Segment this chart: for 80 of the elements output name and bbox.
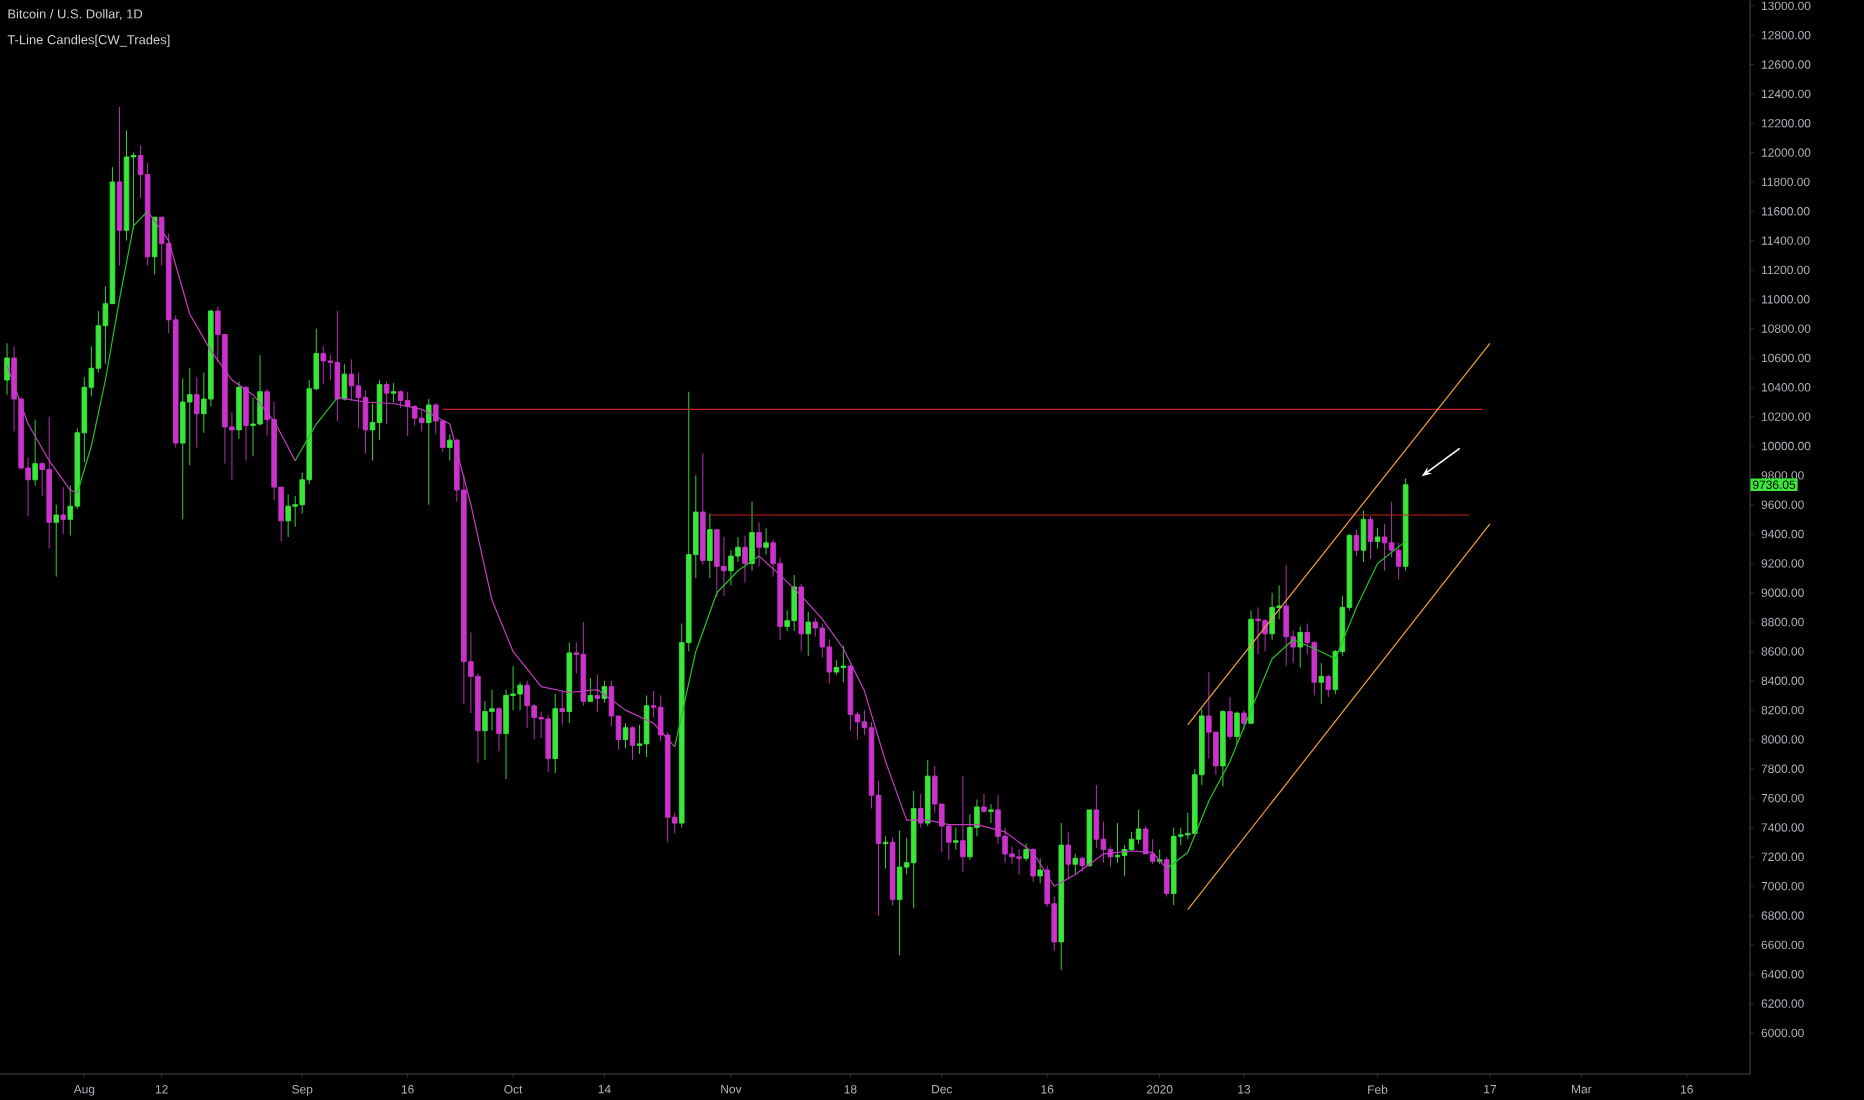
candlestick — [1353, 529, 1360, 557]
candlestick — [1297, 626, 1303, 669]
candlestick — [840, 645, 847, 683]
candlestick — [960, 775, 966, 872]
candlestick — [1156, 849, 1163, 865]
candlestick — [1079, 856, 1086, 872]
candlestick — [594, 674, 601, 713]
candlestick — [1227, 696, 1233, 740]
candlestick — [889, 837, 896, 906]
candlestick — [447, 433, 453, 462]
candlestick — [988, 803, 994, 824]
candlestick — [1374, 527, 1381, 550]
candlestick — [285, 494, 291, 538]
candlestick — [721, 536, 727, 597]
candlestick — [1255, 606, 1261, 655]
candlestick — [404, 391, 411, 437]
candlestick — [552, 693, 558, 774]
candlestick — [243, 385, 249, 462]
candlestick — [763, 527, 769, 556]
candlestick — [791, 574, 797, 632]
candlestick — [1065, 831, 1072, 880]
candlestick — [707, 513, 713, 579]
candlestick — [4, 342, 10, 396]
candlestick — [341, 363, 348, 401]
candlestick — [882, 835, 889, 870]
candlestick — [805, 611, 812, 657]
candlestick — [1248, 609, 1254, 724]
candlestick — [1135, 809, 1142, 845]
candlestick — [46, 416, 52, 550]
candlestick — [1016, 849, 1022, 875]
candlestick — [418, 408, 425, 432]
candlestick — [1367, 516, 1374, 560]
candlestick — [917, 793, 924, 828]
candlestick — [756, 521, 762, 567]
candlestick — [496, 706, 502, 752]
candlestick — [981, 793, 987, 814]
candlestick — [910, 790, 917, 909]
candlestick — [1058, 822, 1065, 971]
candlestick — [236, 381, 242, 440]
candlestick — [390, 382, 397, 403]
candlestick — [622, 722, 629, 749]
candlestick — [425, 398, 432, 506]
candlestick — [1023, 843, 1029, 862]
candlestick — [749, 501, 755, 572]
candlestick — [53, 504, 59, 578]
candlestick — [700, 452, 706, 566]
candlestick — [742, 535, 748, 583]
candlestick — [116, 106, 123, 266]
candlestick — [1241, 709, 1247, 732]
candlestick — [1037, 857, 1043, 884]
candlestick — [32, 419, 38, 487]
candlestick — [60, 486, 67, 535]
candlestick — [896, 829, 903, 956]
candlestick — [1325, 674, 1332, 698]
candlestick — [847, 664, 854, 732]
candlestick — [1234, 711, 1240, 745]
candlestick — [714, 529, 720, 598]
candlestick — [1283, 564, 1289, 667]
candlestick — [1402, 477, 1409, 572]
candlestick — [629, 725, 636, 761]
candlestick — [559, 690, 566, 726]
candlestick — [1318, 662, 1325, 705]
candlestick — [545, 714, 551, 773]
candlestick — [1220, 709, 1226, 787]
candlestick — [1269, 592, 1275, 641]
candlestick — [798, 583, 804, 652]
candlestick — [643, 695, 650, 758]
candlestick — [566, 642, 573, 724]
candlestick — [1170, 827, 1177, 906]
candlestick — [1086, 809, 1093, 868]
candlestick — [383, 381, 390, 425]
candlestick — [924, 759, 931, 827]
candlestick — [1072, 853, 1079, 875]
candlestick — [953, 827, 959, 850]
candlestick — [580, 621, 587, 707]
candlestick — [320, 345, 327, 385]
candlestick — [194, 376, 200, 448]
candlestick — [587, 677, 594, 702]
candlestick — [151, 216, 158, 275]
candlestick — [334, 310, 341, 422]
